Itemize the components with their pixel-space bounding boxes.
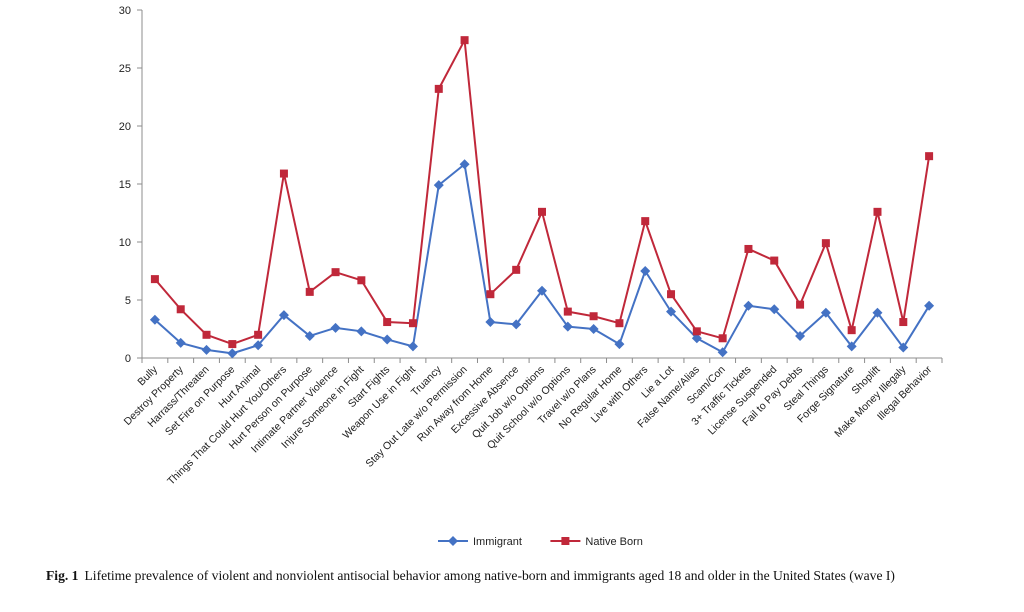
data-point [175, 337, 186, 348]
data-point [667, 290, 676, 299]
data-point [615, 319, 624, 328]
data-point [150, 275, 159, 284]
legend-marker [448, 536, 458, 546]
data-point [743, 300, 754, 311]
caption-text: Lifetime prevalence of violent and nonvi… [84, 568, 895, 583]
data-point [640, 266, 651, 276]
legend-item: Native Born [550, 536, 643, 548]
data-point [227, 348, 238, 359]
series-layer [149, 36, 935, 359]
data-point [924, 300, 935, 311]
data-point [846, 341, 857, 352]
data-point [304, 330, 315, 341]
data-point [562, 321, 573, 332]
data-point [434, 84, 443, 93]
legend-label: Native Born [585, 536, 642, 548]
data-point [486, 290, 495, 299]
series-immigrant [149, 159, 935, 359]
legend-label: Immigrant [473, 536, 522, 548]
data-point [407, 341, 418, 352]
data-point [588, 324, 599, 334]
data-point [537, 285, 547, 296]
data-point [769, 304, 780, 315]
series-line [154, 39, 931, 346]
data-point [691, 333, 702, 344]
figure-label: Fig. 1 [46, 568, 79, 583]
data-point [563, 307, 572, 316]
data-point [408, 319, 417, 328]
legend-marker [561, 537, 570, 545]
data-point [795, 330, 806, 341]
data-point [176, 305, 185, 314]
data-point [512, 265, 521, 274]
legend: Immigrant Native Born [438, 536, 643, 548]
data-point [717, 347, 728, 358]
data-point [744, 244, 753, 253]
data-point [770, 256, 779, 265]
data-point [383, 318, 392, 327]
data-point [820, 307, 831, 318]
data-point [382, 334, 393, 345]
data-point [614, 339, 625, 350]
data-point [356, 326, 367, 337]
data-point [228, 340, 237, 349]
data-point [485, 317, 496, 328]
data-point [925, 152, 934, 161]
data-point [330, 322, 341, 333]
data-point [253, 340, 264, 351]
data-point [459, 159, 470, 170]
data-point [433, 180, 444, 191]
series-native-born [150, 36, 934, 349]
data-point [279, 169, 288, 178]
data-point [589, 312, 598, 321]
data-point [149, 314, 160, 325]
y-tick-label: 0 [125, 353, 131, 365]
y-tick-label: 15 [119, 179, 131, 191]
data-point [201, 344, 212, 355]
data-point [641, 217, 650, 226]
y-tick-label: 10 [119, 237, 131, 249]
data-point [254, 330, 263, 339]
data-point [873, 207, 882, 216]
data-point [460, 36, 469, 45]
data-point [899, 318, 908, 327]
data-point [692, 327, 701, 336]
y-tick-label: 25 [119, 63, 131, 75]
data-point [538, 207, 546, 216]
y-tick-label: 5 [125, 295, 131, 307]
data-point [718, 334, 727, 343]
data-point [305, 287, 314, 296]
data-point [872, 307, 883, 318]
figure-caption: Fig. 1 Lifetime prevalence of violent and… [46, 567, 1014, 584]
data-point [666, 306, 677, 317]
axes: 0 5 10 15 20 25 30 [119, 5, 943, 365]
data-point [821, 239, 830, 248]
data-point [202, 330, 211, 339]
data-point [331, 268, 340, 277]
legend-item: Immigrant [438, 536, 522, 548]
data-point [278, 310, 289, 321]
data-point [511, 319, 522, 330]
data-point [847, 326, 856, 335]
data-point [357, 276, 366, 285]
y-tick-label: 20 [119, 121, 131, 133]
data-point [796, 300, 805, 309]
y-tick-label: 30 [119, 5, 131, 17]
data-point [898, 342, 909, 353]
